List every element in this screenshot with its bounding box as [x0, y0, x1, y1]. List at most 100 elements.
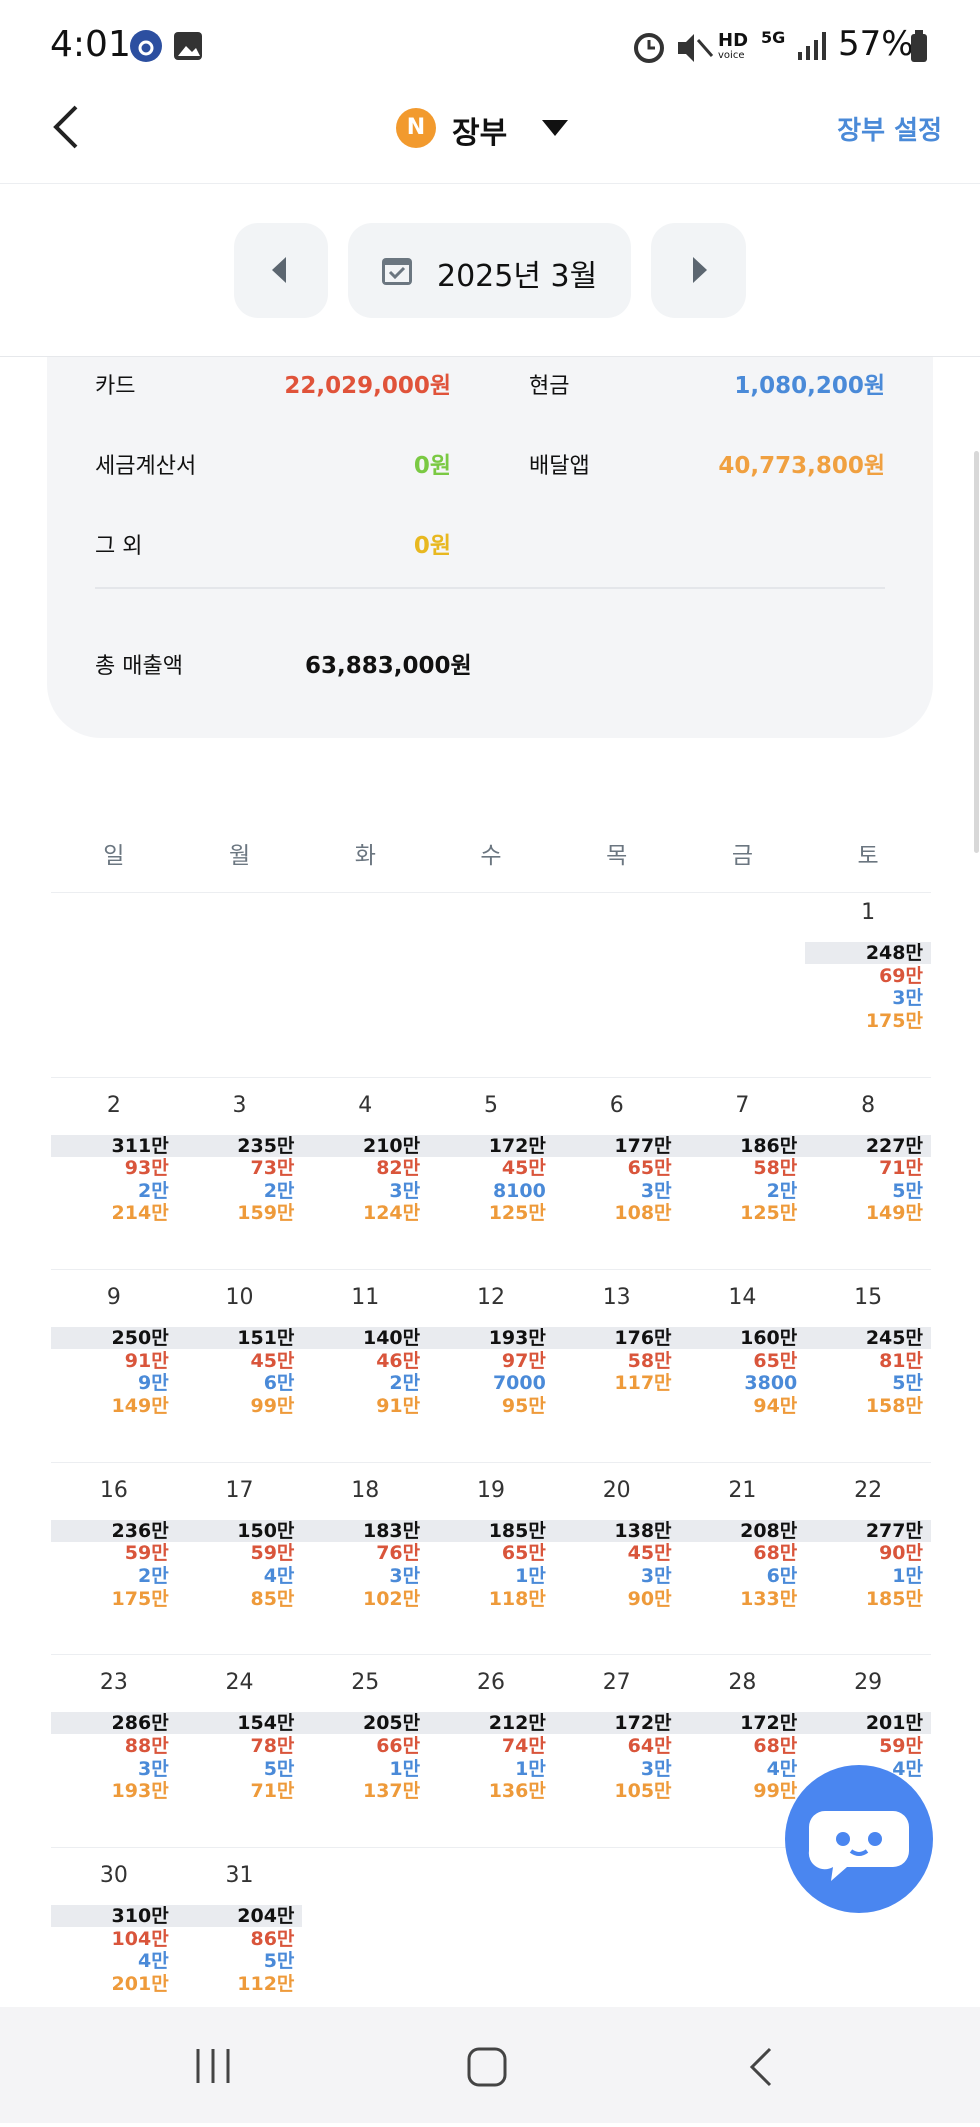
day-number[interactable]: 2	[106, 1092, 121, 1118]
day-number[interactable]: 18	[351, 1477, 380, 1503]
day-card: 78만	[250, 1735, 295, 1757]
day-total: 204만	[176, 1905, 303, 1927]
day-number[interactable]: 13	[602, 1285, 631, 1311]
day-card: 81만	[879, 1349, 923, 1372]
day-total: 140만	[302, 1327, 429, 1350]
day-card: 58만	[627, 1349, 672, 1372]
day-number[interactable]: 26	[476, 1670, 505, 1696]
dropdown-icon[interactable]	[540, 118, 570, 138]
day-number[interactable]: 28	[728, 1670, 757, 1696]
summary-divider	[95, 587, 885, 589]
day-total: 201만	[805, 1712, 931, 1735]
day-total: 205만	[302, 1712, 429, 1735]
day-number[interactable]: 7	[735, 1092, 750, 1118]
day-card: 65만	[627, 1157, 672, 1180]
day-number[interactable]: 6	[609, 1092, 624, 1118]
day-number[interactable]: 12	[476, 1285, 505, 1311]
month-label: 2025년 3월	[437, 259, 598, 294]
day-number[interactable]: 27	[602, 1670, 631, 1696]
prev-month[interactable]	[234, 223, 328, 318]
divider	[0, 356, 980, 357]
day-number[interactable]: 20	[602, 1477, 631, 1503]
status-icons-right	[634, 33, 714, 63]
day-number[interactable]: 25	[351, 1670, 380, 1696]
recent-apps[interactable]	[196, 2049, 230, 2083]
day-delivery: 117만	[614, 1372, 672, 1395]
day-total: 138만	[553, 1519, 680, 1542]
day-card: 45만	[501, 1157, 546, 1180]
day-number[interactable]: 5	[483, 1092, 498, 1118]
voice-icon: voice	[718, 50, 745, 61]
home[interactable]	[467, 2047, 507, 2087]
day-cash: 3만	[389, 1179, 421, 1202]
day-total: 150만	[176, 1519, 303, 1542]
day-number[interactable]: 9	[106, 1285, 121, 1311]
day-number[interactable]: 10	[225, 1285, 254, 1311]
day-number[interactable]: 17	[225, 1477, 254, 1503]
day-cash: 3만	[640, 1565, 672, 1587]
day-number[interactable]: 15	[854, 1285, 883, 1311]
day-cash: 2만	[263, 1179, 295, 1202]
day-number[interactable]: 14	[728, 1285, 757, 1311]
day-cash: 6만	[766, 1565, 798, 1587]
day-card: 59만	[250, 1542, 295, 1565]
day-card: 90만	[879, 1542, 923, 1565]
weekday: 금	[731, 843, 753, 869]
day-delivery: 99만	[753, 1780, 798, 1803]
day-number[interactable]: 11	[351, 1285, 380, 1311]
day-total: 186만	[679, 1134, 806, 1157]
day-number[interactable]: 29	[854, 1670, 883, 1696]
summary-value: 0원	[413, 453, 451, 479]
summary-value: 1,080,200원	[734, 373, 885, 399]
day-card: 69만	[879, 964, 923, 987]
day-number[interactable]: 21	[728, 1477, 757, 1503]
summary-label: 그 외	[95, 534, 143, 559]
day-delivery: 158만	[865, 1395, 923, 1417]
day-number[interactable]: 4	[358, 1092, 373, 1118]
day-total: 172만	[679, 1712, 806, 1735]
day-delivery: 193만	[111, 1780, 169, 1803]
day-delivery: 214만	[111, 1202, 169, 1225]
day-card: 46만	[376, 1349, 421, 1372]
summary-label: 카드	[95, 374, 136, 399]
day-card: 86만	[250, 1927, 295, 1950]
day-number[interactable]: 3	[232, 1092, 247, 1118]
day-total: 185만	[428, 1519, 554, 1542]
day-number[interactable]: 22	[854, 1477, 883, 1503]
day-cash: 8100	[492, 1179, 546, 1202]
chat-button[interactable]	[785, 1765, 933, 1913]
day-total: 183만	[302, 1519, 429, 1542]
back[interactable]	[749, 2047, 772, 2087]
day-number[interactable]: 30	[99, 1863, 128, 1888]
day-cash: 1만	[515, 1565, 546, 1587]
summary-value: 22,029,000원	[284, 373, 451, 399]
next-month[interactable]	[651, 223, 746, 318]
book-settings[interactable]: 장부 설정	[837, 116, 942, 146]
day-total: 250만	[51, 1327, 177, 1350]
month-selector[interactable]: 2025년 3월	[348, 223, 631, 318]
day-number[interactable]: 23	[99, 1670, 128, 1696]
day-number[interactable]: 8	[861, 1092, 876, 1118]
day-card: 65만	[501, 1542, 546, 1565]
day-delivery: 124만	[362, 1202, 421, 1225]
book-title[interactable]: 장부	[452, 116, 508, 151]
back-button[interactable]	[48, 103, 82, 151]
day-delivery: 185만	[865, 1587, 923, 1610]
day-number[interactable]: 16	[99, 1477, 128, 1503]
day-number[interactable]: 19	[476, 1477, 505, 1503]
day-cash: 2만	[138, 1565, 169, 1587]
day-total: 245만	[805, 1327, 931, 1350]
day-card: 65만	[753, 1349, 798, 1372]
day-card: 45만	[250, 1349, 295, 1372]
day-number[interactable]: 1	[861, 900, 876, 925]
day-card: 74만	[501, 1735, 546, 1757]
weekday: 화	[354, 843, 376, 869]
day-delivery: 85만	[250, 1587, 295, 1610]
day-card: 68만	[753, 1542, 798, 1565]
summary-value: 0원	[413, 533, 451, 559]
day-number[interactable]: 24	[225, 1670, 254, 1696]
weekday: 목	[606, 843, 628, 869]
divider	[0, 183, 980, 184]
day-cash: 3만	[138, 1757, 169, 1780]
day-number[interactable]: 31	[225, 1863, 254, 1888]
